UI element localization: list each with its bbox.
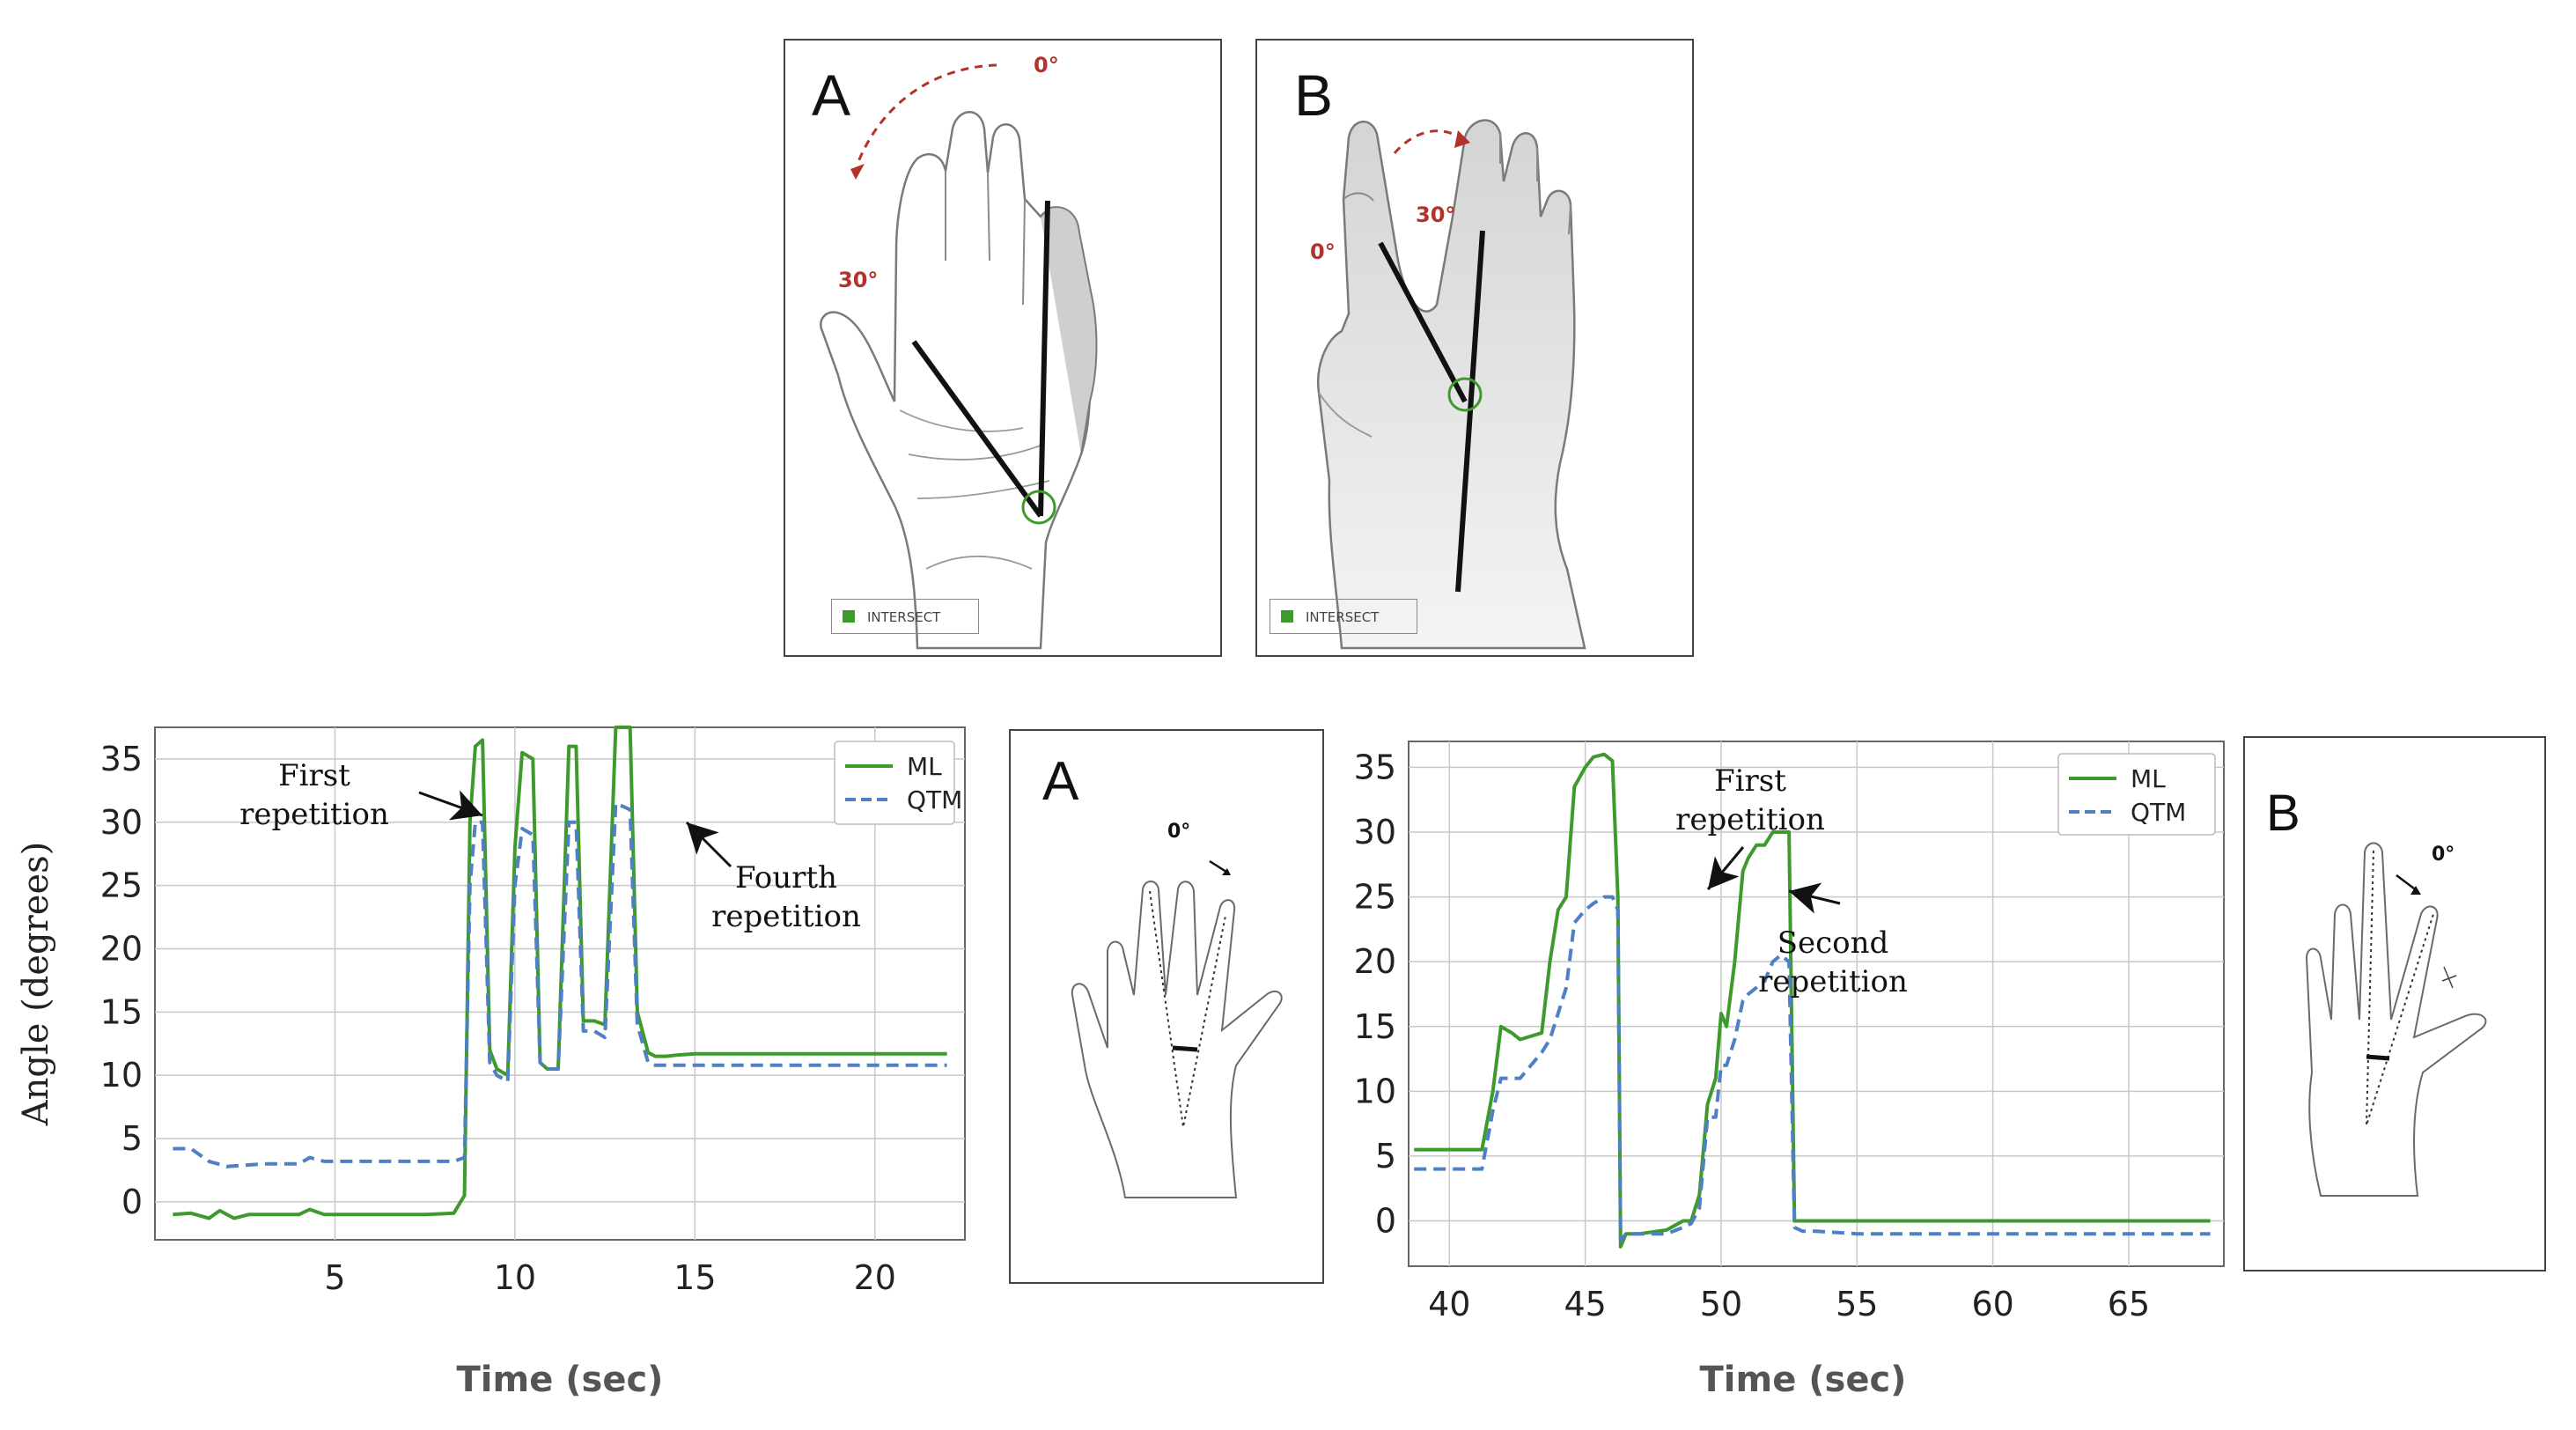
y-tick-label: 5 — [121, 1119, 143, 1158]
x-axis-label: Time (sec) — [457, 1360, 664, 1400]
annotation-arrowhead — [1708, 856, 1740, 889]
top-panel-b: B 0° 30° INTERSECT — [1255, 39, 1694, 657]
series-line-qtm — [173, 801, 947, 1168]
y-tick-label: 15 — [1354, 1007, 1396, 1046]
panel-letter-b: B — [1294, 63, 1334, 128]
intersect-legend: INTERSECT — [831, 599, 979, 634]
y-tick-label: 20 — [1354, 942, 1396, 981]
series-line-qtm — [1414, 895, 2211, 1242]
series-line-ml — [1414, 752, 2211, 1249]
angle-label-0: 0° — [1034, 53, 1059, 77]
x-axis-label: Time (sec) — [1700, 1360, 1907, 1400]
x-tick-label: 40 — [1428, 1285, 1470, 1323]
annotation-text: Fourth — [735, 860, 837, 896]
legend-box — [834, 741, 955, 825]
hand-sketch-a — [1071, 859, 1283, 1198]
legend-label-ml: ML — [2131, 764, 2166, 793]
annotation-arrowhead — [687, 822, 719, 855]
x-tick-label: 45 — [1564, 1285, 1606, 1323]
inset-letter-b: B — [2266, 785, 2300, 842]
x-tick-label: 10 — [494, 1258, 536, 1297]
angle-label-30: 30° — [1416, 203, 1456, 227]
inset-angle-label: 0° — [2432, 844, 2455, 866]
hand-sketch-b — [2305, 842, 2487, 1197]
x-tick-label: 15 — [673, 1258, 716, 1297]
angle-label-0: 0° — [1310, 240, 1336, 264]
chart-left: 5 10 15 20 0 5 10 15 20 25 30 35 ML QTM First repetitio… — [16, 726, 966, 1400]
angle-label-30: 30° — [838, 268, 879, 292]
inset-panel-a: A 0° — [1009, 729, 1324, 1284]
y-tick-label: 10 — [100, 1056, 143, 1095]
panel-letter-a: A — [812, 63, 851, 128]
y-tick-label: 30 — [1354, 813, 1396, 851]
intersect-swatch — [843, 610, 855, 623]
x-tick-label: 55 — [1836, 1285, 1878, 1323]
annotation-text: repetition — [1758, 964, 1908, 999]
y-tick-label: 25 — [100, 866, 143, 905]
y-tick-label: 0 — [121, 1183, 143, 1221]
annotation-arrowhead — [1789, 882, 1822, 914]
x-tick-label: 20 — [854, 1258, 896, 1297]
hand-illustration-b — [1317, 119, 1586, 650]
y-tick-label: 30 — [100, 803, 143, 842]
inset-panel-b: B 0° — [2243, 736, 2546, 1272]
y-tick-label: 5 — [1375, 1137, 1396, 1176]
x-tick-label: 60 — [1971, 1285, 2013, 1323]
y-tick-label: 35 — [100, 740, 143, 778]
annotation-text: repetition — [239, 797, 389, 832]
legend-label-ml: ML — [907, 752, 942, 781]
top-panel-a: A 0° 30° INTERSECT — [784, 39, 1222, 657]
intersect-legend: INTERSECT — [1270, 599, 1417, 634]
inset-angle-label: 0° — [1167, 821, 1191, 843]
y-tick-label: 35 — [1354, 748, 1396, 786]
intersect-label: INTERSECT — [867, 609, 941, 625]
annotation-text: Second — [1777, 925, 1889, 961]
hand-illustration-a — [820, 63, 1098, 650]
y-axis-label: Angle (degrees) — [16, 842, 56, 1127]
legend-label-qtm: QTM — [907, 785, 962, 815]
annotation-text: First — [1714, 763, 1786, 799]
y-tick-label: 15 — [100, 992, 143, 1031]
inset-letter-a: A — [1042, 751, 1079, 812]
annotation-arrowhead — [448, 790, 482, 821]
y-tick-label: 0 — [1375, 1201, 1396, 1240]
x-tick-label: 5 — [324, 1258, 345, 1297]
annotation-text: repetition — [711, 899, 861, 934]
intersect-swatch — [1281, 610, 1293, 623]
annotation-text: First — [278, 758, 350, 793]
annotation-text: repetition — [1675, 802, 1825, 837]
legend-box — [2057, 753, 2216, 836]
legend-label-qtm: QTM — [2131, 798, 2186, 827]
y-tick-label: 20 — [100, 929, 143, 968]
series-line-ml — [173, 726, 947, 1220]
y-tick-label: 25 — [1354, 878, 1396, 917]
intersect-label: INTERSECT — [1306, 609, 1380, 625]
x-tick-label: 65 — [2108, 1285, 2150, 1323]
y-tick-label: 10 — [1354, 1072, 1396, 1110]
x-tick-label: 50 — [1700, 1285, 1742, 1323]
